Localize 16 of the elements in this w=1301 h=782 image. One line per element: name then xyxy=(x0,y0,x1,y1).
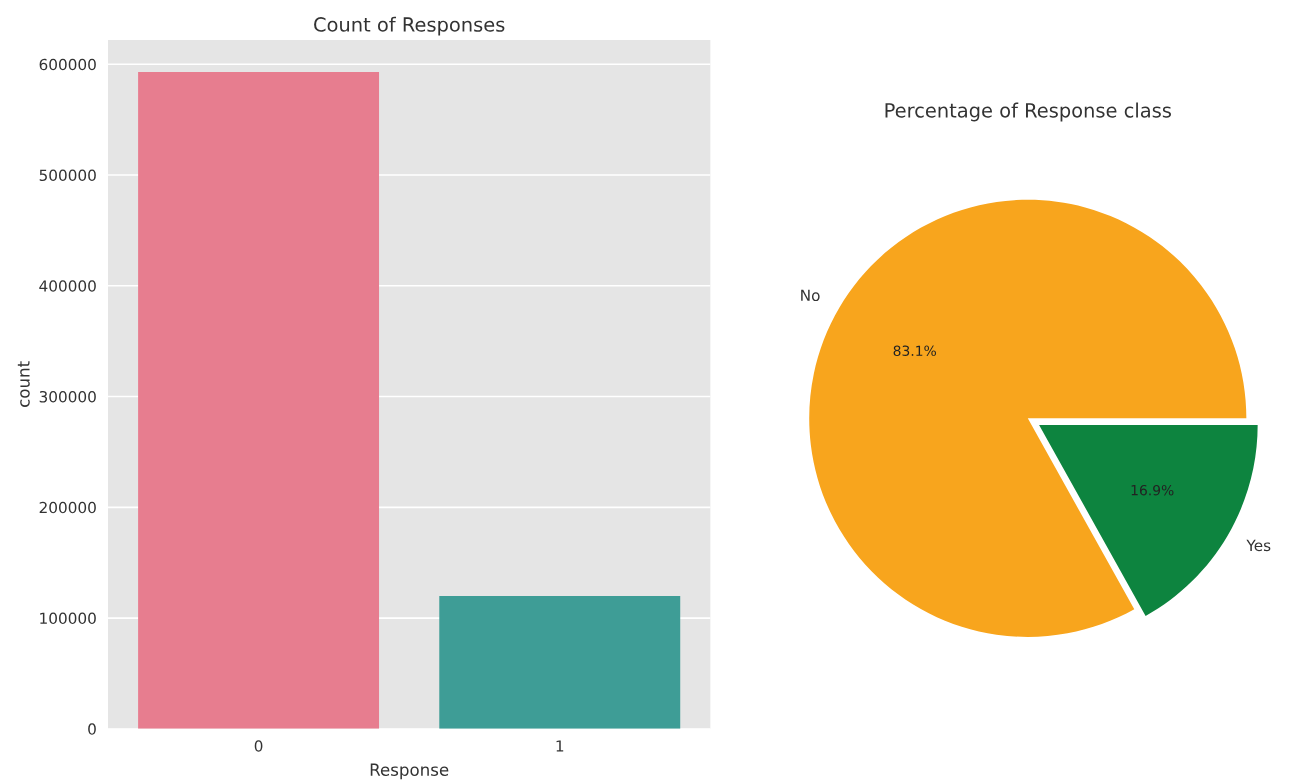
x-tick-label: 1 xyxy=(556,740,564,752)
x-axis-title: Response xyxy=(370,763,449,780)
y-tick-label: 100000 xyxy=(40,612,96,625)
chart-title: Percentage of Response class xyxy=(885,102,1171,122)
slice-label: Yes xyxy=(1246,539,1271,552)
y-tick-label: 500000 xyxy=(39,169,96,182)
y-axis-title: count xyxy=(17,361,30,407)
y-tick-label: 400000 xyxy=(39,280,96,292)
slice-label: No xyxy=(801,289,820,302)
data-label: 16.9% xyxy=(1131,484,1174,496)
data-label: 83.1% xyxy=(893,345,936,356)
y-tick-label: 200000 xyxy=(39,501,96,514)
y-tick-label: 0 xyxy=(88,723,96,735)
y-tick-label: 300000 xyxy=(39,391,96,403)
chart-title: Count of Responses xyxy=(314,16,505,36)
y-tick-label: 600000 xyxy=(39,58,96,71)
